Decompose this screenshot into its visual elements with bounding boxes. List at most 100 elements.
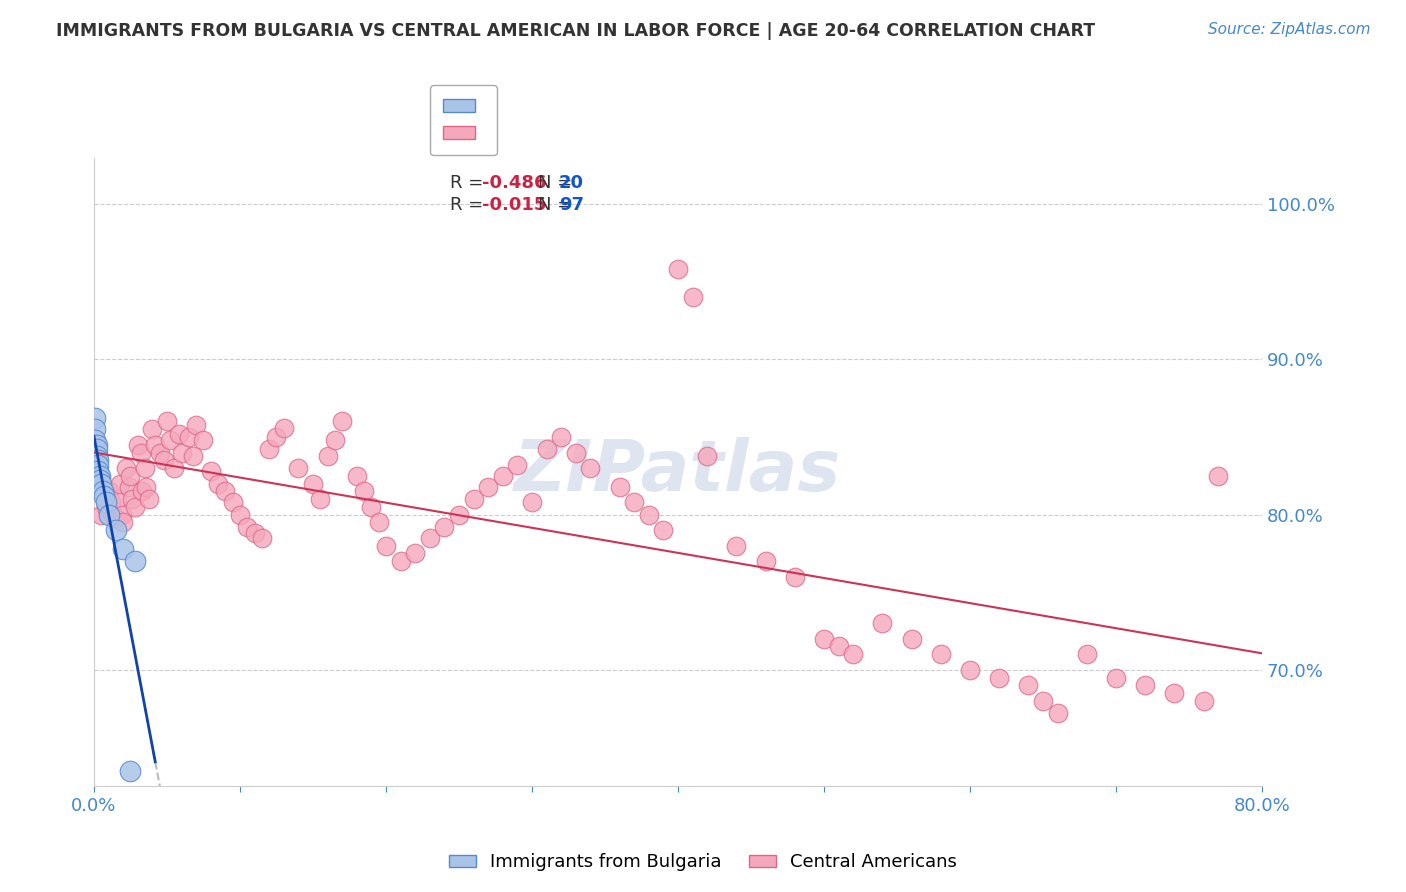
- Text: R =: R =: [450, 174, 489, 192]
- Point: [872, 616, 894, 631]
- Point: [87, 458, 110, 472]
- Point: [316, 449, 339, 463]
- Point: [87, 453, 110, 467]
- Point: [243, 526, 266, 541]
- Text: -0.486: -0.486: [482, 174, 546, 192]
- Point: [111, 508, 134, 522]
- Point: [184, 417, 207, 432]
- Point: [1032, 694, 1054, 708]
- Text: N =: N =: [537, 196, 578, 214]
- Point: [346, 468, 368, 483]
- Point: [842, 647, 865, 661]
- Point: [131, 484, 153, 499]
- Point: [200, 464, 222, 478]
- Point: [167, 426, 190, 441]
- Point: [813, 632, 835, 646]
- Point: [353, 484, 375, 499]
- Text: N =: N =: [537, 174, 578, 192]
- Point: [389, 554, 412, 568]
- Point: [900, 632, 922, 646]
- Text: ZIPatlas: ZIPatlas: [515, 437, 842, 507]
- Point: [124, 500, 146, 514]
- Point: [696, 449, 718, 463]
- Point: [86, 438, 108, 452]
- Point: [97, 484, 120, 499]
- Point: [112, 541, 135, 556]
- Point: [250, 531, 273, 545]
- Point: [153, 453, 176, 467]
- Text: 97: 97: [558, 196, 583, 214]
- Point: [124, 554, 146, 568]
- Point: [101, 508, 124, 522]
- Point: [143, 438, 166, 452]
- Point: [94, 495, 117, 509]
- Point: [666, 262, 689, 277]
- Point: [1192, 694, 1215, 708]
- Point: [652, 523, 675, 537]
- Point: [725, 539, 748, 553]
- Point: [86, 442, 108, 457]
- Point: [120, 764, 142, 778]
- Point: [959, 663, 981, 677]
- Point: [236, 520, 259, 534]
- Point: [637, 508, 659, 522]
- Point: [783, 569, 806, 583]
- Point: [91, 484, 114, 499]
- Point: [90, 508, 112, 522]
- Point: [1133, 678, 1156, 692]
- Point: [536, 442, 558, 457]
- Point: [477, 480, 499, 494]
- Point: [1017, 678, 1039, 692]
- Point: [134, 461, 156, 475]
- Point: [104, 523, 127, 537]
- Point: [229, 508, 252, 522]
- Point: [120, 468, 142, 483]
- Point: [89, 468, 111, 483]
- Point: [257, 442, 280, 457]
- Point: [360, 500, 382, 514]
- Point: [988, 671, 1011, 685]
- Point: [141, 422, 163, 436]
- Point: [221, 495, 243, 509]
- Point: [118, 480, 141, 494]
- Point: [170, 445, 193, 459]
- Point: [93, 489, 115, 503]
- Point: [550, 430, 572, 444]
- Point: [367, 516, 389, 530]
- Point: [929, 647, 952, 661]
- Point: [492, 468, 515, 483]
- Point: [273, 420, 295, 434]
- Point: [609, 480, 631, 494]
- Text: IMMIGRANTS FROM BULGARIA VS CENTRAL AMERICAN IN LABOR FORCE | AGE 20-64 CORRELAT: IMMIGRANTS FROM BULGARIA VS CENTRAL AMER…: [56, 22, 1095, 40]
- Point: [181, 449, 204, 463]
- Point: [156, 415, 179, 429]
- Point: [129, 445, 152, 459]
- Point: [754, 554, 776, 568]
- Point: [87, 464, 110, 478]
- Point: [579, 461, 602, 475]
- Point: [520, 495, 543, 509]
- Point: [682, 290, 704, 304]
- Point: [266, 430, 288, 444]
- Legend: Immigrants from Bulgaria, Central Americans: Immigrants from Bulgaria, Central Americ…: [441, 847, 965, 879]
- Text: R =: R =: [450, 196, 489, 214]
- Point: [90, 476, 112, 491]
- Point: [1206, 468, 1229, 483]
- Point: [1046, 706, 1069, 721]
- Point: [112, 516, 135, 530]
- Point: [404, 546, 426, 560]
- Point: [97, 508, 120, 522]
- Point: [163, 461, 186, 475]
- Point: [302, 476, 325, 491]
- Point: [105, 492, 128, 507]
- Point: [1163, 686, 1185, 700]
- Point: [94, 500, 117, 514]
- Point: [104, 510, 127, 524]
- Point: [309, 492, 332, 507]
- Point: [149, 445, 172, 459]
- Point: [419, 531, 441, 545]
- Point: [193, 433, 215, 447]
- Text: Source: ZipAtlas.com: Source: ZipAtlas.com: [1208, 22, 1371, 37]
- Point: [447, 508, 470, 522]
- Point: [84, 411, 107, 425]
